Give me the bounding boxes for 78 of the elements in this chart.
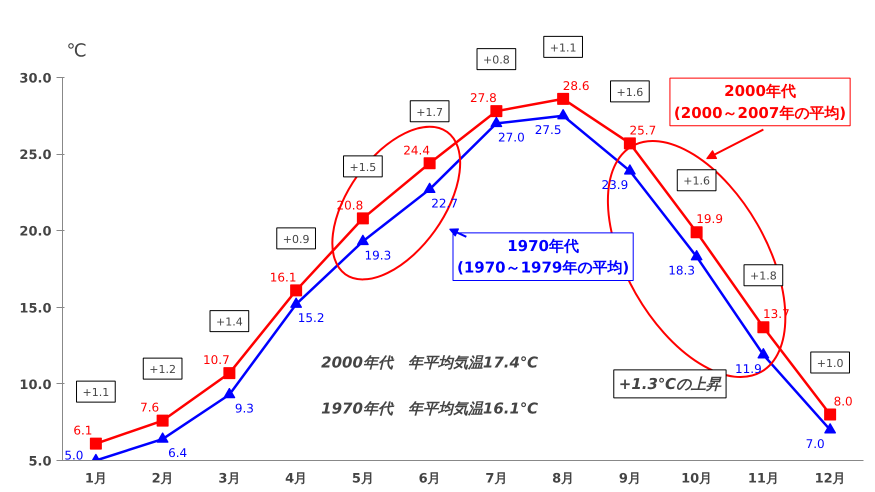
point — [223, 388, 236, 398]
y-axis-title: ℃ — [66, 40, 87, 62]
data-label: 27.8 — [470, 91, 497, 106]
x-tick-label: 8月 — [552, 472, 574, 486]
data-label: 24.4 — [403, 143, 430, 158]
annotation: 1970年代 年平均気温16.1℃ — [321, 399, 539, 418]
annotation: +1.2 — [149, 363, 176, 376]
point — [757, 321, 770, 334]
annotation: +1.3℃の上昇 — [618, 374, 722, 393]
point — [690, 250, 703, 260]
point — [824, 423, 836, 434]
annotation: +1.1 — [82, 386, 110, 400]
y-tick-label: 15.0 — [19, 301, 52, 316]
point — [90, 438, 102, 450]
point — [223, 367, 236, 380]
data-label: 5.0 — [64, 448, 84, 462]
point — [824, 408, 836, 421]
point — [156, 414, 169, 427]
x-tick-label: 11月 — [748, 472, 779, 486]
data-label: 28.6 — [562, 78, 590, 93]
text: 2000年代 (2000～2007年の平均) — [674, 82, 846, 122]
point — [490, 116, 502, 128]
point — [356, 234, 369, 246]
data-label: 6.4 — [168, 446, 188, 460]
x-tick-label: 3月 — [218, 472, 240, 486]
point — [290, 284, 302, 296]
point — [757, 348, 770, 358]
annotation: +1.4 — [216, 316, 243, 329]
x-tick-label: 7月 — [485, 472, 508, 486]
point — [156, 432, 169, 443]
x-tick-label: 1月 — [84, 472, 107, 486]
x-tick-label: 6月 — [418, 472, 441, 486]
legend-label: 1970年代 (1970～1979年の平均) — [456, 236, 630, 277]
annotation: +0.9 — [282, 232, 310, 246]
data-label: 7.0 — [806, 436, 825, 451]
data-label: 27.5 — [534, 122, 562, 137]
x-tick-label: 4月 — [285, 472, 308, 486]
data-label: 11.9 — [735, 362, 762, 376]
point — [424, 157, 436, 170]
data-label: 15.2 — [298, 311, 324, 326]
y-tick-label: 30.0 — [19, 71, 52, 86]
annotation: +1.8 — [750, 270, 777, 283]
annotation: +1.5 — [350, 160, 376, 174]
data-label: 19.9 — [696, 212, 723, 226]
x-tick-label: 2月 — [152, 472, 174, 486]
data-label: 6.1 — [73, 424, 92, 438]
y-tick-label: 10.0 — [19, 378, 52, 393]
point — [356, 212, 369, 224]
data-label: 19.3 — [364, 248, 392, 262]
data-label: 18.3 — [668, 264, 695, 278]
annotation: +1.6 — [683, 174, 710, 188]
point — [490, 105, 502, 118]
annotation: +1.6 — [616, 86, 644, 99]
annotation: +1.0 — [816, 357, 844, 370]
y-tick-label: 25.0 — [19, 148, 52, 164]
point — [424, 182, 436, 193]
point — [624, 164, 636, 175]
data-label: 27.0 — [498, 130, 525, 144]
annotation: +1.7 — [416, 106, 443, 119]
x-tick-label: 10月 — [681, 472, 712, 486]
data-label: 9.3 — [234, 402, 254, 416]
y-tick-label: 20.0 — [19, 224, 52, 240]
x-tick-label: 9月 — [618, 472, 641, 486]
text: +0.8 — [483, 54, 510, 67]
data-label: 7.6 — [140, 400, 160, 415]
text: +1.1 — [550, 41, 576, 54]
x-tick-label: 12月 — [814, 472, 846, 486]
data-label: 8.0 — [834, 394, 853, 409]
data-label: 16.1 — [270, 270, 296, 284]
point — [290, 297, 302, 308]
point — [557, 108, 570, 120]
y-tick-label: 5.0 — [28, 454, 52, 470]
point — [557, 92, 570, 105]
data-label: 25.7 — [630, 123, 656, 138]
data-label: 10.7 — [203, 353, 230, 368]
point — [690, 226, 703, 238]
annotation: 2000年代 年平均気温17.4℃ — [321, 353, 539, 372]
x-tick-label: 5月 — [352, 472, 374, 486]
